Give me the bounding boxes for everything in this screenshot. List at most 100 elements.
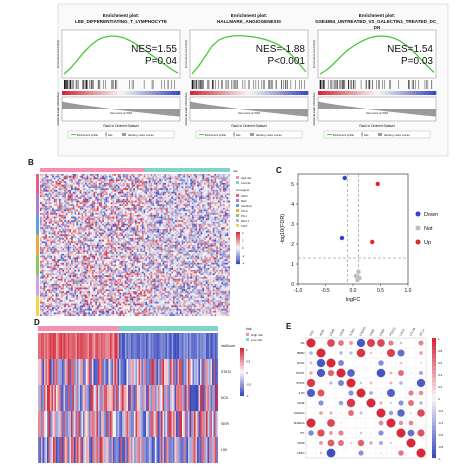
gsea-title-2: DN bbox=[374, 25, 381, 30]
heatmap-cell bbox=[171, 243, 174, 246]
heatmap-cell bbox=[178, 213, 180, 215]
heatmap-cell bbox=[145, 179, 148, 182]
heatmap-cell bbox=[169, 211, 172, 214]
heatmap-cell bbox=[133, 216, 136, 219]
heatmap-cell bbox=[69, 239, 72, 242]
heatmap-cell bbox=[224, 225, 227, 228]
heatmap-cell bbox=[183, 232, 186, 235]
heatmap-cell bbox=[141, 202, 144, 205]
heatmap-cell bbox=[95, 186, 98, 189]
heatmap-cell bbox=[221, 202, 224, 205]
heatmap-cell bbox=[141, 220, 144, 222]
heatmap-cell bbox=[76, 229, 79, 231]
heatmap-cell bbox=[128, 216, 130, 219]
heatmap-cell bbox=[221, 220, 224, 222]
heatmap-cell bbox=[185, 204, 187, 206]
heatmap-cell bbox=[192, 246, 194, 249]
heatmap-cell bbox=[46, 205, 49, 208]
heatmap-cell bbox=[48, 174, 51, 176]
legend-profile-label: Enrichment profile bbox=[205, 133, 226, 137]
rank-gradient-cell bbox=[160, 91, 165, 95]
heatmap-cell bbox=[48, 200, 51, 203]
heatmap-cell bbox=[178, 237, 180, 240]
heatmap-cell bbox=[71, 223, 73, 226]
heatmap-cell bbox=[185, 246, 187, 249]
heatmap-cell bbox=[223, 239, 225, 242]
heatmap-cell bbox=[143, 230, 146, 233]
heatmap-cell bbox=[122, 243, 125, 246]
heatmap-cell bbox=[164, 227, 167, 230]
heatmap-cell bbox=[71, 181, 73, 183]
heatmap-cell bbox=[136, 198, 139, 201]
heatmap-cell bbox=[159, 182, 161, 185]
heatmap-cell bbox=[150, 246, 153, 249]
heatmap-cell bbox=[55, 204, 58, 206]
rank-gradient-cell bbox=[113, 91, 118, 95]
heatmap-cell bbox=[97, 241, 99, 244]
heatmap-cell bbox=[171, 177, 174, 180]
heatmap-cell bbox=[145, 227, 148, 230]
heatmap-cell bbox=[198, 211, 201, 214]
heatmap-cell bbox=[221, 232, 224, 235]
heatmap-cell bbox=[119, 232, 122, 235]
heatmap-cell bbox=[112, 239, 115, 242]
heatmap-cell bbox=[166, 202, 168, 205]
heatmap-cell bbox=[186, 227, 189, 230]
heatmap-cell bbox=[140, 245, 142, 247]
heatmap-cell bbox=[147, 186, 149, 189]
rank-gradient-cell bbox=[325, 91, 331, 95]
heatmap-cell bbox=[41, 174, 44, 176]
heatmap-cell bbox=[57, 221, 60, 224]
heatmap-cell bbox=[179, 243, 182, 246]
heatmap-cell bbox=[78, 234, 80, 237]
heatmap-cell bbox=[93, 213, 96, 215]
heatmap-cell bbox=[67, 236, 70, 238]
heatmap-cell bbox=[145, 193, 148, 196]
heatmap-cell bbox=[119, 234, 122, 237]
heatmap-cell bbox=[188, 227, 191, 230]
heatmap-cell bbox=[178, 221, 180, 224]
heatmap-cell bbox=[48, 179, 51, 182]
heatmap-cell bbox=[93, 225, 96, 228]
heatmap-cell bbox=[128, 181, 130, 183]
heatmap-cell bbox=[178, 236, 180, 238]
heatmap-cell bbox=[72, 220, 75, 222]
heatmap-cell bbox=[83, 214, 85, 217]
heatmap-cell bbox=[52, 243, 54, 246]
rank-gradient-cell bbox=[233, 91, 238, 95]
heatmap-cell bbox=[133, 179, 136, 182]
heatmap-cell bbox=[98, 209, 101, 212]
heatmap-cell bbox=[159, 211, 161, 214]
heatmap-cell bbox=[204, 193, 206, 196]
heatmap-cell bbox=[223, 189, 225, 192]
heatmap-cell bbox=[98, 218, 101, 221]
heatmap-cell bbox=[117, 177, 120, 180]
heatmap-cell bbox=[64, 179, 66, 182]
heatmap-cell bbox=[40, 234, 42, 237]
heatmap-cell bbox=[95, 213, 98, 215]
heatmap-cell bbox=[88, 216, 91, 219]
heatmap-cell bbox=[223, 179, 225, 182]
heatmap-cell bbox=[112, 236, 115, 238]
heatmap-cell bbox=[148, 221, 151, 224]
heatmap-cell bbox=[133, 213, 136, 215]
heatmap-cell bbox=[162, 189, 165, 192]
heatmap-cell bbox=[71, 200, 73, 203]
heatmap-cell bbox=[53, 230, 56, 233]
heatmap-cell bbox=[119, 198, 122, 201]
heatmap-cell bbox=[67, 174, 70, 176]
heatmap-cell bbox=[181, 205, 184, 208]
heatmap-cell bbox=[62, 214, 65, 217]
heatmap-cell bbox=[74, 204, 77, 206]
heatmap-cell bbox=[135, 220, 137, 222]
heatmap-cell bbox=[59, 214, 61, 217]
heatmap-cell bbox=[162, 179, 165, 182]
heatmap-cell bbox=[57, 237, 60, 240]
heatmap-cell bbox=[67, 193, 70, 196]
heatmap-cell bbox=[186, 237, 189, 240]
heatmap-cell bbox=[83, 198, 85, 201]
heatmap-cell bbox=[176, 181, 179, 183]
heatmap-cell bbox=[103, 202, 106, 205]
heatmap-cell bbox=[169, 193, 172, 196]
heatmap-cell bbox=[86, 209, 89, 212]
